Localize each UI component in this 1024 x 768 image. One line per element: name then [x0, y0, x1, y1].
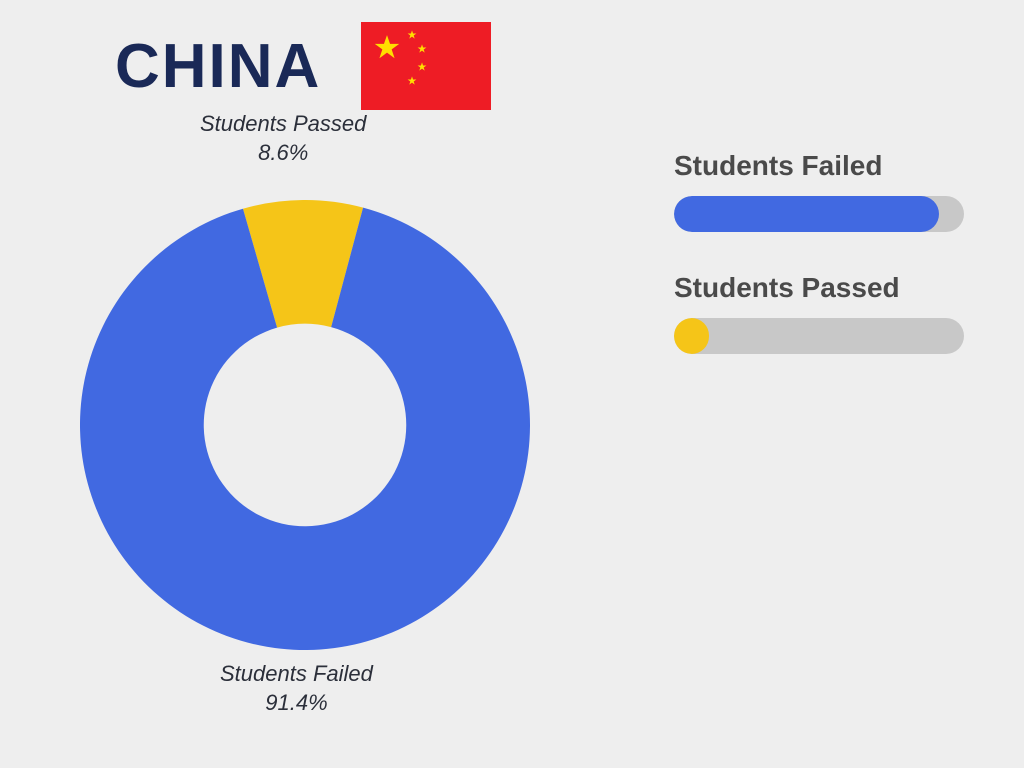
legend-bar-track [674, 318, 964, 354]
legend-item-passed: Students Passed [674, 272, 984, 354]
slice-value-passed: 8.6% [200, 139, 366, 168]
donut-chart [80, 200, 530, 650]
legend-bar-fill [674, 196, 939, 232]
slice-label-failed: Students Failed 91.4% [220, 660, 373, 717]
china-flag-icon [361, 22, 491, 110]
legend-bar-fill [674, 318, 709, 354]
legend-bar-track [674, 196, 964, 232]
donut-chart-region: Students Passed 8.6% Students Failed 91.… [80, 160, 530, 720]
legend: Students Failed Students Passed [674, 150, 984, 394]
legend-label: Students Passed [674, 272, 984, 304]
page-title: CHINA [115, 31, 321, 102]
legend-item-failed: Students Failed [674, 150, 984, 232]
slice-label-passed: Students Passed 8.6% [200, 110, 366, 167]
legend-label: Students Failed [674, 150, 984, 182]
header-row: CHINA [115, 22, 491, 110]
slice-value-failed: 91.4% [220, 689, 373, 718]
